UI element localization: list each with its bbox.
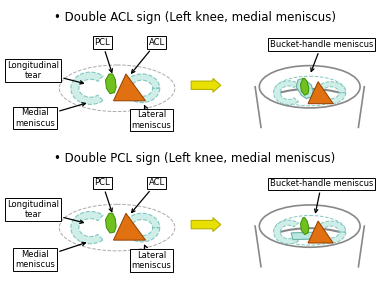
Text: Bucket-handle meniscus: Bucket-handle meniscus	[270, 179, 373, 213]
Text: PCL: PCL	[94, 178, 113, 212]
Polygon shape	[114, 74, 146, 101]
Polygon shape	[71, 212, 103, 244]
Polygon shape	[106, 213, 116, 233]
Text: • Double ACL sign (Left knee, medial meniscus): • Double ACL sign (Left knee, medial men…	[54, 11, 336, 24]
Polygon shape	[291, 232, 322, 240]
FancyArrow shape	[191, 218, 221, 232]
Text: Medial
meniscus: Medial meniscus	[15, 242, 85, 269]
Text: Lateral
meniscus: Lateral meniscus	[132, 106, 171, 130]
Text: Longitudinal
tear: Longitudinal tear	[7, 200, 83, 223]
Polygon shape	[274, 220, 298, 244]
Polygon shape	[315, 82, 346, 104]
Text: Longitudinal
tear: Longitudinal tear	[7, 61, 83, 84]
Polygon shape	[300, 218, 309, 234]
Text: • Double PCL sign (Left knee, medial meniscus): • Double PCL sign (Left knee, medial men…	[54, 152, 336, 165]
FancyArrow shape	[191, 78, 221, 92]
Text: ACL: ACL	[132, 38, 165, 73]
Polygon shape	[315, 221, 346, 243]
Polygon shape	[71, 72, 103, 104]
Polygon shape	[106, 74, 116, 94]
Text: ACL: ACL	[132, 178, 165, 212]
Polygon shape	[308, 221, 333, 243]
Polygon shape	[124, 213, 160, 242]
Polygon shape	[296, 78, 313, 99]
Polygon shape	[124, 74, 160, 102]
Polygon shape	[114, 213, 146, 240]
Polygon shape	[274, 81, 298, 104]
Text: Bucket-handle meniscus: Bucket-handle meniscus	[270, 40, 373, 71]
Polygon shape	[300, 78, 309, 95]
Text: Medial
meniscus: Medial meniscus	[15, 103, 85, 128]
Text: PCL: PCL	[94, 38, 113, 72]
Polygon shape	[308, 82, 333, 104]
Text: Lateral
meniscus: Lateral meniscus	[132, 245, 171, 270]
